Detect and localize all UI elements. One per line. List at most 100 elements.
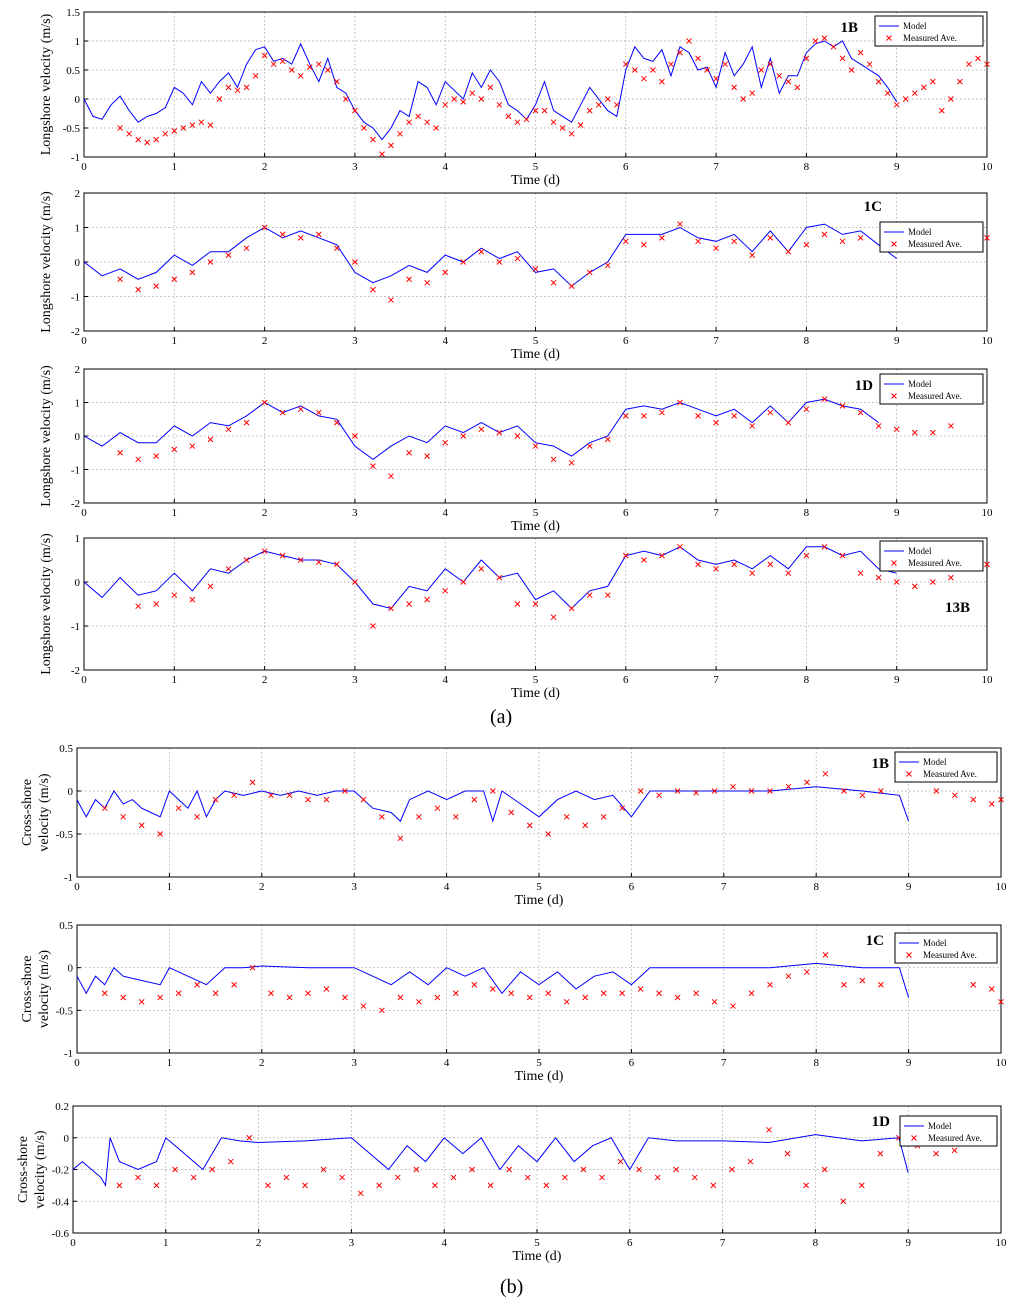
x-tick-label: 7 — [713, 507, 719, 519]
measured-point — [397, 130, 403, 137]
x-tick-label: 6 — [629, 881, 635, 893]
measured-point — [471, 981, 478, 988]
measured-point — [654, 1174, 661, 1181]
measured-point — [911, 583, 918, 590]
model-line — [83, 223, 898, 287]
measured-point — [893, 426, 900, 433]
y-tick-label: 0.2 — [55, 1101, 69, 1113]
measured-point — [674, 994, 681, 1001]
y-tick-label: 0 — [75, 257, 81, 269]
measured-point — [600, 990, 607, 997]
y-tick-label: 1.5 — [66, 7, 80, 19]
measured-point — [586, 269, 593, 276]
measured-point — [171, 592, 178, 599]
measured-point — [563, 813, 570, 820]
x-tick-label: 4 — [441, 1237, 447, 1249]
y-tick-label: 0 — [68, 963, 74, 975]
measured-point — [532, 266, 539, 272]
measured-point — [984, 234, 990, 241]
x-tick-label: 7 — [713, 161, 719, 173]
station-tag: 1B — [871, 756, 889, 772]
x-tick-label: 3 — [349, 1237, 355, 1249]
measured-point — [243, 557, 250, 563]
measured-point — [135, 136, 142, 143]
measured-point — [893, 579, 900, 585]
measured-point — [586, 443, 593, 449]
x-tick-label: 3 — [352, 507, 358, 519]
measured-point — [496, 101, 503, 108]
x-tick-label: 4 — [444, 1057, 450, 1069]
measured-point — [749, 570, 756, 577]
measured-point — [893, 101, 900, 108]
measured-point — [225, 426, 232, 433]
measured-point — [189, 596, 196, 603]
subplot-5: 0 1 2 3 4 5 6 7 8 9 10 -1 -0.5 0 0.5 Time (d) Cross-shor… — [20, 743, 1007, 908]
x-tick-label: 2 — [262, 674, 268, 686]
measured-point — [460, 99, 467, 105]
measured-point — [175, 805, 182, 812]
measured-point — [582, 822, 589, 829]
x-tick-label: 10 — [982, 674, 994, 686]
measured-point — [209, 1166, 216, 1173]
measured-point — [442, 101, 449, 108]
measured-point — [323, 986, 330, 992]
measured-point — [545, 990, 552, 997]
measured-point — [929, 579, 936, 585]
y-tick-label: -0.6 — [52, 1228, 70, 1240]
measured-point — [357, 1190, 364, 1197]
measured-point — [451, 96, 458, 102]
measured-point — [415, 113, 421, 120]
measured-point — [785, 570, 792, 577]
y-axis-label: Longshore velocity (m/s) — [39, 365, 54, 507]
measured-point — [305, 990, 311, 997]
measured-point — [948, 96, 954, 102]
measured-point — [117, 449, 123, 456]
measured-point — [988, 801, 995, 807]
measured-point — [767, 409, 774, 416]
measured-point — [207, 436, 214, 443]
y-axis-label: Cross-shore velocity (m/s) — [20, 773, 52, 851]
measured-point — [749, 252, 756, 258]
x-tick-label: 9 — [905, 1237, 911, 1249]
measured-point — [730, 1003, 736, 1009]
x-tick-label: 1 — [167, 1057, 173, 1069]
model-line — [76, 962, 910, 998]
measured-point — [523, 116, 530, 123]
measured-point — [397, 835, 404, 842]
legend-box — [874, 15, 984, 47]
measured-point — [162, 130, 169, 137]
x-tick-label: 3 — [351, 1057, 357, 1069]
measured-point — [948, 574, 954, 581]
measured-point — [315, 61, 322, 68]
measured-point — [379, 151, 385, 157]
subplot-6: 0 1 2 3 4 5 6 7 8 9 10 -1 -0.5 0 0.5 Time (d) Cross-shor… — [20, 920, 1007, 1084]
measured-point — [784, 1150, 791, 1157]
measured-point — [785, 419, 792, 426]
y-tick-label: -1 — [71, 152, 80, 164]
measured-point — [360, 1003, 367, 1009]
measured-point — [637, 788, 644, 794]
legend-label: Model — [923, 938, 947, 948]
x-axis-label: Time (d) — [515, 1069, 564, 1084]
measured-point — [487, 1182, 494, 1189]
y-tick-label: -2 — [71, 665, 80, 677]
x-tick-label: 7 — [713, 674, 719, 686]
legend-marker-swatch — [906, 952, 912, 958]
legend-label: Measured Ave. — [928, 1133, 982, 1143]
measured-point — [360, 796, 367, 803]
measured-point — [324, 67, 331, 73]
measured-point — [622, 552, 629, 559]
measured-point — [767, 61, 774, 68]
measured-point — [731, 561, 738, 568]
measured-point — [460, 433, 467, 439]
x-tick-label: 10 — [996, 1237, 1008, 1249]
measured-point — [261, 52, 268, 59]
measured-point — [650, 67, 656, 73]
measured-point — [297, 406, 304, 413]
measured-point — [641, 557, 647, 563]
measured-point — [695, 238, 701, 245]
measured-point — [460, 579, 467, 585]
y-tick-label: 2 — [75, 364, 81, 376]
measured-point — [171, 128, 178, 134]
measured-point — [543, 1182, 550, 1189]
